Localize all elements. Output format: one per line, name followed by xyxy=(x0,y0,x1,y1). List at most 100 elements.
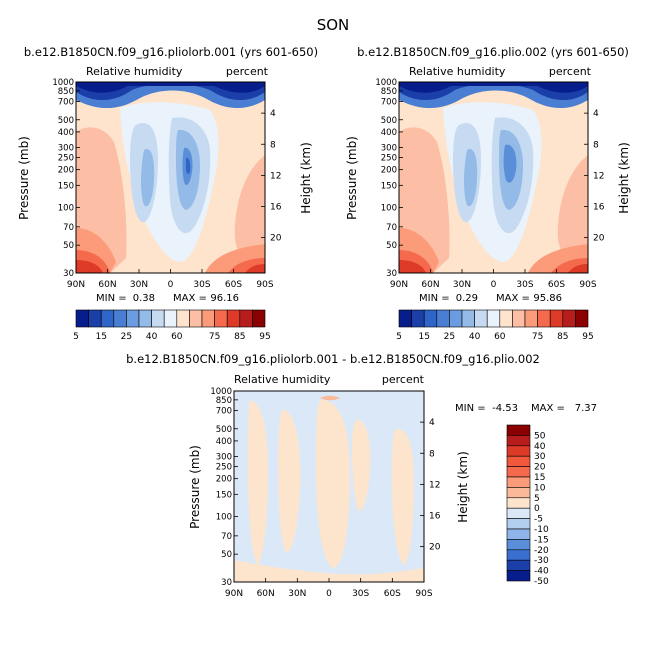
x-tick-label: 90N xyxy=(67,280,85,290)
max-label: MAX = xyxy=(496,293,530,304)
colorbar-swatch xyxy=(75,309,89,328)
colorbar-swatch xyxy=(88,309,102,328)
y2-tick-label: 8 xyxy=(593,140,599,150)
stratosphere-dry-band xyxy=(76,82,265,93)
colorbar-swatch xyxy=(398,309,412,328)
colorbar-label: 60 xyxy=(171,332,183,342)
y-tick-label: 400 xyxy=(216,437,232,447)
y-tick-label: 850 xyxy=(58,87,74,97)
colorbar-label: 95 xyxy=(259,332,270,342)
y-tick-label: 70 xyxy=(386,223,397,233)
colorbar-swatch xyxy=(537,309,551,328)
colorbar-swatch xyxy=(506,539,531,551)
min-value: 0.29 xyxy=(456,293,478,304)
colorbar-swatch xyxy=(524,309,538,328)
x-axis-ticks: 90N 60N 30N 0 30S 60S 90S xyxy=(225,578,433,599)
y-tick-label: 100 xyxy=(381,203,397,213)
colorbar: 5 15 25 40 60 75 85 95 xyxy=(396,309,594,342)
colorbar-label: -5 xyxy=(534,515,543,525)
contour-field xyxy=(399,82,588,273)
colorbar-swatch xyxy=(506,424,531,436)
colorbar-label: 5 xyxy=(396,332,402,342)
contour-70-band xyxy=(234,155,265,266)
x-tick-label: 60S xyxy=(384,589,401,599)
colorbar-swatch xyxy=(506,487,531,499)
panel-title: b.e12.B1850CN.f09_g16.pliolorb.001 - b.e… xyxy=(126,352,540,366)
y-tick-label: 850 xyxy=(381,87,397,97)
y-axis-title: Pressure (mb) xyxy=(188,445,202,529)
y2-tick-label: 12 xyxy=(270,171,281,181)
colorbar-swatch xyxy=(226,309,241,328)
colorbar-swatch xyxy=(506,445,531,457)
y-tick-label: 50 xyxy=(386,241,397,251)
x-tick-label: 60N xyxy=(421,280,439,290)
y-tick-label: 70 xyxy=(63,223,74,233)
y2-tick-label: 20 xyxy=(593,234,605,244)
contour-90-band xyxy=(76,260,103,273)
y-tick-label: 50 xyxy=(221,550,232,560)
variable-label: Relative humidity xyxy=(409,65,506,78)
colorbar-swatch xyxy=(499,309,513,328)
colorbar-swatch xyxy=(506,518,531,530)
variable-label: Relative humidity xyxy=(234,373,331,386)
colorbar-label: 40 xyxy=(146,332,158,342)
colorbar-swatch xyxy=(151,309,165,328)
colorbar-swatch xyxy=(506,435,531,447)
units-label: percent xyxy=(382,373,425,386)
panel-right: b.e12.B1850CN.f09_g16.plio.002 (yrs 601-… xyxy=(345,45,631,342)
colorbar-label: 5 xyxy=(73,332,79,342)
y-tick-label: 1000 xyxy=(52,78,74,88)
contour-field xyxy=(76,82,265,273)
x-tick-label: 60N xyxy=(98,280,116,290)
min-max-annotation: MIN = -4.53 MAX = 7.37 xyxy=(455,403,597,414)
y-tick-label: 100 xyxy=(58,203,74,213)
colorbar-swatch xyxy=(506,476,531,488)
contour-90-band xyxy=(399,260,426,273)
y2-tick-label: 4 xyxy=(270,109,276,119)
y-tick-label: 30 xyxy=(221,578,232,588)
y-tick-label: 200 xyxy=(216,475,232,485)
x-tick-label: 90S xyxy=(415,589,432,599)
y2-tick-label: 16 xyxy=(429,512,441,522)
y2-tick-label: 8 xyxy=(429,449,435,459)
y2-axis-ticks: 20 16 12 8 4 xyxy=(420,418,441,553)
colorbar-swatch xyxy=(113,309,127,328)
colorbar-label: 40 xyxy=(534,442,546,452)
colorbar-label: 85 xyxy=(234,332,245,342)
contour-70-band xyxy=(557,155,588,266)
colorbar-swatch xyxy=(506,455,531,467)
colorbar-label: 50 xyxy=(534,431,546,441)
colorbar-swatch xyxy=(486,309,501,328)
colorbar-label: -20 xyxy=(534,546,549,556)
colorbar-label: 95 xyxy=(582,332,593,342)
x-tick-label: 30S xyxy=(193,280,210,290)
y2-axis-title: Height (km) xyxy=(617,142,631,213)
x-tick-label: 30N xyxy=(130,280,148,290)
y2-tick-label: 20 xyxy=(429,543,441,553)
y-tick-label: 400 xyxy=(58,128,74,138)
contour-0-5-band xyxy=(352,419,371,511)
y-tick-label: 200 xyxy=(58,166,74,176)
x-tick-label: 0 xyxy=(491,280,497,290)
max-value: 7.37 xyxy=(575,403,597,414)
colorbar-label: 85 xyxy=(557,332,568,342)
y-tick-label: 500 xyxy=(381,116,397,126)
y-tick-label: 100 xyxy=(216,512,232,522)
y-tick-label: 30 xyxy=(63,269,74,279)
y-tick-label: 300 xyxy=(216,453,232,463)
x-tick-label: 60S xyxy=(225,280,242,290)
colorbar-swatch xyxy=(100,309,115,328)
contour-90-band xyxy=(245,264,265,273)
colorbar-swatch xyxy=(506,466,531,478)
min-max-annotation: MIN = 0.29 MAX = 95.86 xyxy=(419,293,562,304)
colorbar-swatch xyxy=(506,528,531,540)
colorbar-swatch xyxy=(239,309,253,328)
units-label: percent xyxy=(226,65,269,78)
y2-axis-ticks: 20 16 12 8 4 xyxy=(261,109,282,244)
colorbar-swatch xyxy=(449,309,463,328)
x-tick-label: 0 xyxy=(168,280,174,290)
contour-30-band xyxy=(141,149,155,207)
